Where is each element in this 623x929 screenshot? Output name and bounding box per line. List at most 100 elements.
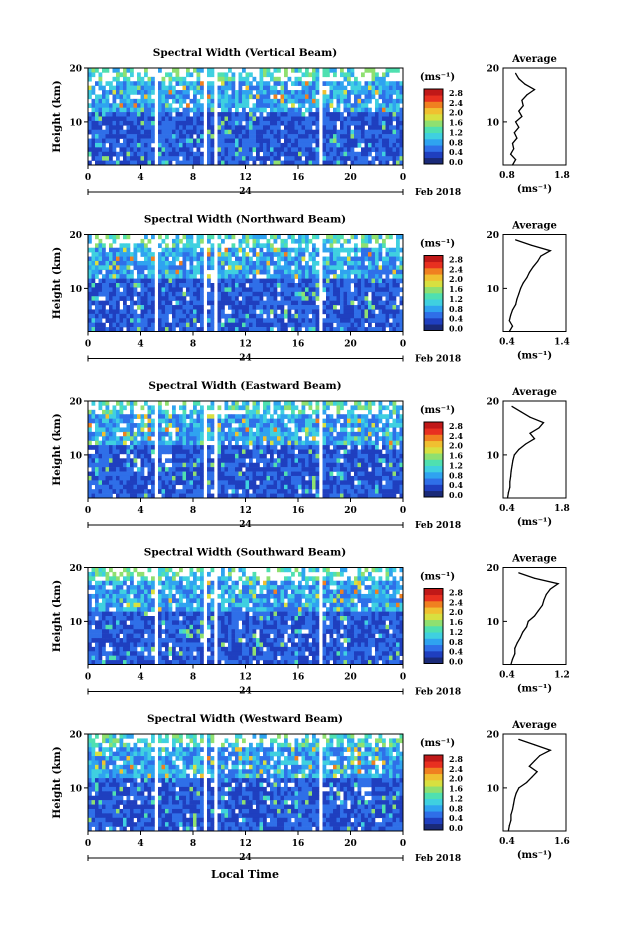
colorbar-swatch — [424, 293, 443, 300]
colorbar-tick-label: 0.8 — [449, 637, 463, 647]
colorbar-swatch — [424, 651, 443, 658]
colorbar-swatch — [424, 324, 443, 331]
profile-point — [533, 438, 536, 440]
profile-point — [533, 615, 536, 617]
colorbar-tick-label: 1.6 — [449, 451, 463, 461]
colorbar-tick-label: 1.2 — [449, 793, 463, 803]
x-tick-label: 0 — [85, 506, 91, 516]
y-axis-label: Height (km) — [51, 580, 63, 652]
colorbar-swatch — [424, 126, 443, 134]
colorbar-swatch — [424, 607, 443, 614]
profile-title: Average — [511, 54, 557, 65]
profile-point — [509, 481, 511, 483]
profile-point — [518, 448, 520, 451]
colorbar-swatch — [424, 465, 443, 473]
profile-point — [510, 153, 512, 155]
profile-frame — [502, 67, 567, 166]
colorbar-tick-label: 1.2 — [449, 627, 463, 637]
profile-point — [533, 577, 536, 579]
colorbar-swatch — [424, 601, 443, 608]
x-tick-label: 0 — [85, 173, 91, 183]
colorbar-tick-label: 0.4 — [449, 480, 463, 490]
colorbar-tick-label: 0.4 — [449, 647, 463, 657]
profile-point — [516, 298, 518, 300]
profile-point — [545, 593, 547, 596]
colorbar-tick-label: 2.8 — [449, 754, 463, 764]
date-tick-label: 24 — [239, 853, 252, 863]
x-tick-label: 4 — [137, 340, 143, 350]
profile-point — [532, 266, 534, 268]
colorbar-swatch — [424, 811, 443, 818]
profile-point — [510, 663, 512, 666]
colorbar-tick-label: 2.4 — [449, 431, 463, 441]
profile-y-tick-label: 10 — [486, 618, 499, 628]
x-tick-label: 12 — [239, 506, 252, 516]
x-tick-label: 4 — [137, 173, 143, 183]
profile-y-tick-label: 10 — [486, 285, 499, 295]
y-tick-label: 20 — [69, 398, 82, 408]
profile-point — [528, 765, 530, 767]
profile-point — [518, 738, 520, 741]
profile-point — [519, 637, 521, 639]
y-axis-label: Height (km) — [51, 413, 63, 485]
profile-point — [512, 459, 514, 461]
colorbar-tick-label: 2.0 — [449, 774, 463, 784]
profile-point — [510, 819, 512, 821]
colorbar-swatch — [424, 101, 443, 109]
profile-point — [514, 647, 516, 649]
profile-point — [521, 115, 523, 118]
colorbar-swatch — [424, 311, 443, 319]
profile-point — [515, 239, 517, 241]
profile-point — [511, 808, 514, 811]
colorbar-tick-label: 0.0 — [449, 657, 463, 667]
profile-point — [515, 792, 517, 794]
profile-point — [509, 486, 511, 488]
x-tick-label: 20 — [344, 173, 357, 183]
colorbar-swatch — [424, 268, 443, 275]
panel-title: Spectral Width (Westward Beam) — [147, 713, 343, 725]
x-tick-label: 4 — [137, 506, 143, 516]
colorbar-swatch — [424, 440, 443, 448]
colorbar-swatch — [424, 114, 443, 121]
x-tick-label: 16 — [292, 839, 305, 849]
colorbar-tick-label: 2.4 — [449, 764, 463, 774]
panel-5: Spectral Width (Westward Beam) 20 10 Height… — [51, 713, 570, 864]
x-tick-label: 12 — [239, 839, 252, 849]
profile-point — [508, 320, 510, 322]
profile-point — [518, 572, 520, 574]
profile-point — [529, 432, 531, 434]
profile-y-tick-label: 20 — [486, 731, 499, 741]
colorbar-swatch — [424, 773, 443, 781]
colorbar-tick-label: 0.8 — [449, 304, 463, 314]
profile-point — [512, 803, 515, 805]
colorbar-tick-label: 0.8 — [449, 803, 463, 813]
profile-point — [526, 94, 528, 96]
colorbar-unit-label: (ms⁻¹) — [420, 239, 455, 250]
x-axis-label-local-time: Local Time — [211, 868, 279, 881]
x-tick-label: 8 — [190, 839, 196, 849]
profile-point — [549, 588, 551, 590]
profile-y-tick-label: 20 — [486, 398, 499, 408]
date-tick-label: 24 — [239, 687, 252, 697]
profile-frame — [502, 567, 567, 665]
colorbar-swatch — [424, 644, 443, 652]
profile-point — [511, 405, 513, 407]
panel-1: Spectral Width (Vertical Beam) 20 10 Height… — [51, 47, 570, 198]
profile-point — [518, 787, 520, 789]
profile-x-tick-label: 1.8 — [554, 504, 570, 514]
profile-point — [540, 255, 542, 257]
colorbar-frame — [423, 588, 444, 664]
colorbar-tick-label: 2.8 — [449, 588, 463, 598]
colorbar-tick-label: 1.6 — [449, 284, 463, 294]
colorbar-tick-label: 0.4 — [449, 147, 463, 157]
x-tick-label: 16 — [292, 173, 305, 183]
profile-point — [518, 78, 520, 80]
y-tick-label: 10 — [69, 618, 82, 628]
date-tick-label: 24 — [239, 354, 252, 364]
x-tick-label: 4 — [137, 673, 143, 683]
heatmap-cells — [88, 734, 404, 832]
date-tick-label: 24 — [239, 520, 252, 530]
profile-x-tick-label: 1.8 — [554, 171, 570, 181]
profile-point — [516, 137, 518, 139]
profile-point — [522, 631, 524, 633]
